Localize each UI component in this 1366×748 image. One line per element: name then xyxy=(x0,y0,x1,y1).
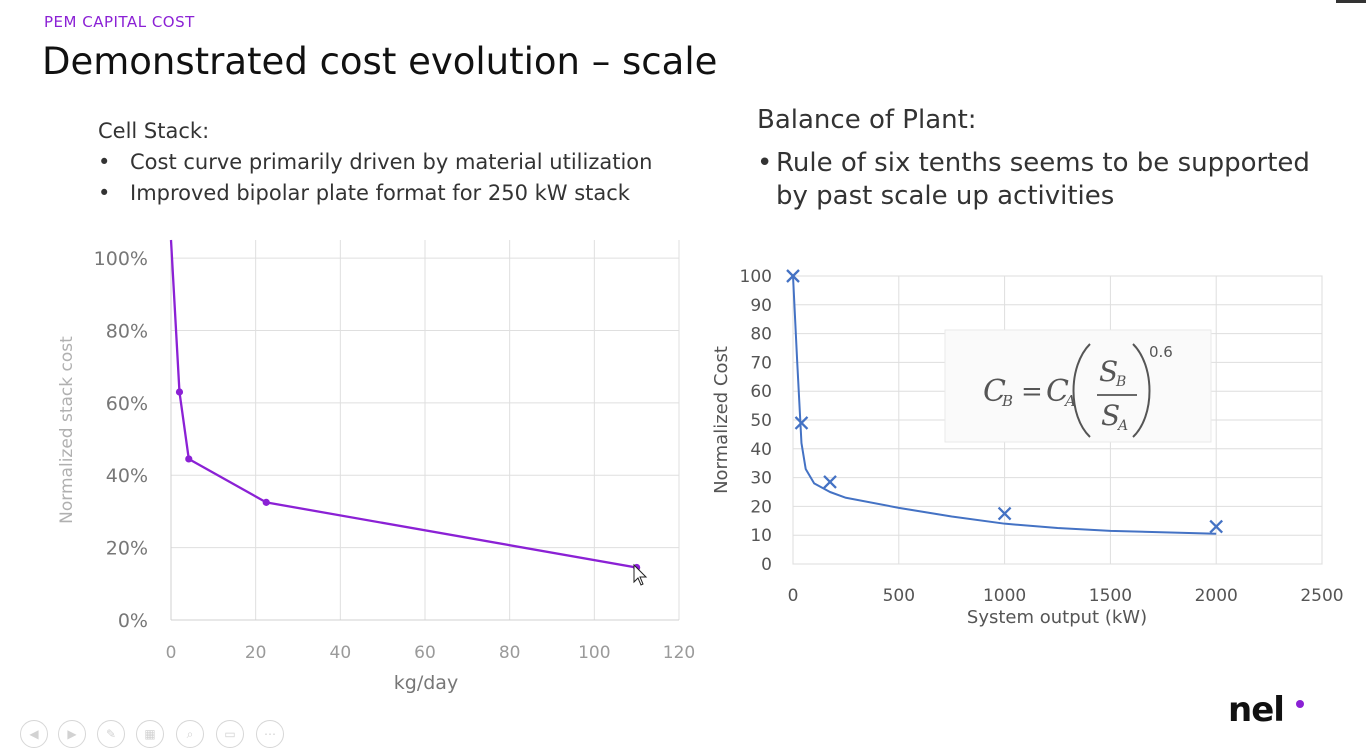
left-chart-x-tick-label: 0 xyxy=(166,643,177,663)
left-chart-x-tick-label: 120 xyxy=(663,643,695,663)
right-chart-x-marker xyxy=(786,269,800,283)
left-chart-y-axis-label: Normalized stack cost xyxy=(57,336,77,524)
formula-sb-subscript: B xyxy=(1115,374,1126,390)
left-chart-x-tick-label: 80 xyxy=(499,643,521,663)
previous-slide-button[interactable]: ◀ xyxy=(20,720,48,748)
zoom-icon: ⌕ xyxy=(186,727,194,741)
formula-left-parenthesis xyxy=(1072,343,1091,438)
formula-equals-sign: = xyxy=(1021,377,1043,407)
balance-of-plant-heading: Balance of Plant: xyxy=(757,105,977,135)
more-options-icon: ⋯ xyxy=(264,727,276,741)
formula-background xyxy=(944,329,1212,443)
left-chart-y-tick-label: 80% xyxy=(106,320,148,342)
right-chart-y-tick-label: 100 xyxy=(740,267,772,287)
right-chart-x-tick-label: 1000 xyxy=(983,586,1026,606)
right-chart-y-tick-label: 80 xyxy=(750,325,772,345)
right-chart-y-tick-label: 50 xyxy=(750,411,772,431)
cell-stack-text: Cell Stack: Cost curve primarily driven … xyxy=(98,116,652,209)
mouse-pointer-icon xyxy=(633,563,648,586)
nel-logo-text: nel xyxy=(1228,690,1285,730)
left-chart-y-tick-label: 0% xyxy=(118,610,148,632)
formula-sa-letter: S xyxy=(1101,399,1120,432)
right-chart-x-tick-label: 500 xyxy=(883,586,915,606)
right-chart-y-tick-label: 90 xyxy=(750,296,772,316)
left-chart-data-point xyxy=(175,388,184,396)
slides-button[interactable]: ▦ xyxy=(136,720,164,748)
left-chart-x-axis-label: kg/day xyxy=(394,672,458,694)
formula-sa-subscript: A xyxy=(1116,418,1128,434)
right-chart-y-tick-label: 40 xyxy=(750,440,772,460)
left-chart-y-tick-label: 40% xyxy=(106,465,148,487)
formula-cb-letter: C xyxy=(983,374,1006,409)
left-chart-x-tick-label: 40 xyxy=(330,643,352,663)
slide-title: Demonstrated cost evolution – scale xyxy=(42,40,718,83)
right-chart-x-marker xyxy=(997,506,1012,521)
left-chart-y-tick-label: 100% xyxy=(94,248,148,270)
balance-of-plant-bullet-line-2: by past scale up activities xyxy=(776,181,1115,211)
right-chart-y-tick-label: 10 xyxy=(750,526,772,546)
right-chart-y-tick-label: 20 xyxy=(750,497,772,517)
formula-sb-letter: S xyxy=(1099,355,1118,388)
top-right-divider xyxy=(1336,0,1366,3)
right-chart-x-marker-stroke xyxy=(1209,519,1224,534)
zoom-button[interactable]: ⌕ xyxy=(176,720,204,748)
cell-stack-heading: Cell Stack: xyxy=(98,119,210,143)
subtitles-button[interactable]: ▭ xyxy=(216,720,244,748)
formula-right-parenthesis xyxy=(1132,343,1151,438)
balance-of-plant-bullet-1: Rule of six tenths seems to be supported… xyxy=(757,147,1310,213)
more-options-button[interactable]: ⋯ xyxy=(256,720,284,748)
pen-button[interactable]: ✎ xyxy=(97,720,125,748)
right-chart-y-tick-label: 60 xyxy=(750,382,772,402)
right-chart-y-tick-label: 0 xyxy=(761,555,772,575)
left-chart-data-point xyxy=(262,498,270,506)
next-slide-icon: ▶ xyxy=(67,727,77,741)
left-chart-x-tick-label: 20 xyxy=(245,643,267,663)
right-chart-y-tick-label: 70 xyxy=(750,353,772,373)
formula-exponent: 0.6 xyxy=(1149,343,1173,361)
logo-accent-dot xyxy=(1296,700,1304,708)
pen-icon: ✎ xyxy=(105,727,117,741)
balance-of-plant-text: Balance of Plant: Rule of six tenths see… xyxy=(757,104,1310,213)
left-chart-y-tick-label: 20% xyxy=(106,538,148,560)
left-chart-x-tick-label: 60 xyxy=(414,643,436,663)
right-chart-x-marker xyxy=(794,416,809,430)
left-chart-x-tick-label: 100 xyxy=(578,643,610,663)
right-chart-x-marker xyxy=(1209,519,1224,534)
slide-kicker: PEM CAPITAL COST xyxy=(44,13,195,31)
balance-of-plant-bullet-line-1: Rule of six tenths seems to be supported xyxy=(776,148,1310,178)
right-chart-scale-rule-curve xyxy=(792,275,1217,535)
next-slide-button[interactable]: ▶ xyxy=(58,720,86,748)
cell-stack-bullet-1: Cost curve primarily driven by material … xyxy=(98,147,652,178)
formula-cb-subscript: B xyxy=(1001,392,1013,410)
right-chart-y-tick-label: 30 xyxy=(750,469,772,489)
right-chart-x-marker-stroke xyxy=(823,475,837,489)
left-chart-data-point xyxy=(185,455,193,463)
left-chart-y-tick-label: 60% xyxy=(106,393,148,415)
previous-slide-icon: ◀ xyxy=(29,727,39,741)
right-chart-x-tick-label: 2000 xyxy=(1195,586,1238,606)
right-chart-x-tick-label: 0 xyxy=(788,586,799,606)
slides-icon: ▦ xyxy=(144,727,156,741)
subtitles-icon: ▭ xyxy=(224,727,236,741)
right-chart-x-marker-stroke xyxy=(794,416,809,430)
right-chart-x-axis-label: System output (kW) xyxy=(967,607,1147,628)
right-chart-y-axis-label: Normalized Cost xyxy=(711,346,732,494)
right-chart-x-marker-stroke xyxy=(997,506,1012,521)
cell-stack-bullet-2: Improved bipolar plate format for 250 kW… xyxy=(98,178,652,209)
right-chart-x-tick-label: 2500 xyxy=(1300,586,1343,606)
right-chart-x-marker xyxy=(823,475,837,489)
formula-ca-letter: C xyxy=(1046,374,1069,409)
right-chart-x-tick-label: 1500 xyxy=(1089,586,1132,606)
right-chart-x-marker-stroke xyxy=(786,269,800,283)
